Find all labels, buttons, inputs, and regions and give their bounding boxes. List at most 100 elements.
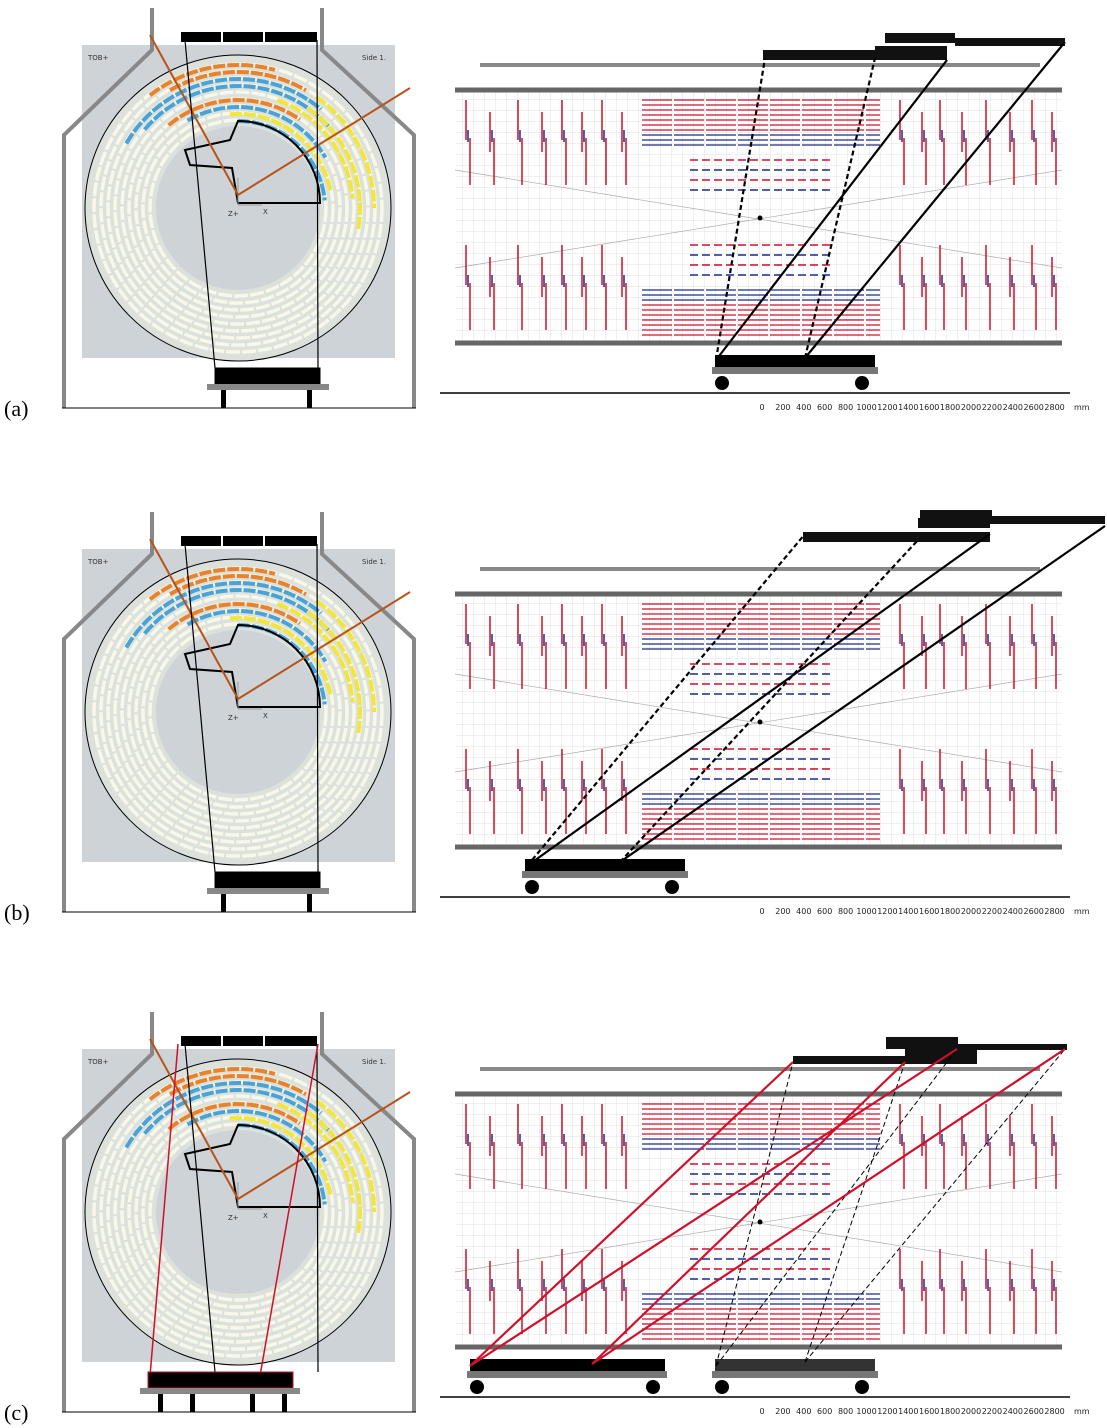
- scintillator: [214, 367, 321, 385]
- endcap-module: [489, 761, 495, 834]
- endcap-module: [601, 245, 607, 330]
- acceptance-line: [184, 39, 216, 369]
- trigger-line: [619, 539, 919, 863]
- module-ring: [141, 615, 335, 809]
- table-leg: [190, 1394, 195, 1412]
- endcap-module: [1009, 1261, 1015, 1334]
- scale-tick: 1000: [856, 907, 876, 916]
- panel-label: (a): [4, 396, 28, 421]
- endcap-module: [621, 616, 627, 689]
- scale-tick: 2400: [1003, 907, 1023, 916]
- endcap-module: [921, 257, 927, 330]
- endcap-module: [581, 112, 587, 185]
- wheel: [646, 1380, 660, 1394]
- endcap-module: [985, 245, 991, 330]
- module-arc: [169, 574, 307, 596]
- endcap-module: [489, 257, 495, 330]
- module-arc: [124, 581, 323, 649]
- table: [207, 888, 329, 894]
- endcap-module: [465, 100, 471, 185]
- scale-unit: mm: [1074, 1407, 1090, 1416]
- scale-tick: 1400: [898, 907, 918, 916]
- scintillator: [181, 536, 221, 546]
- endcap-module: [1009, 1116, 1015, 1189]
- endcap-module: [1031, 245, 1037, 330]
- scale-tick: 1800: [940, 907, 960, 916]
- endcap-module: [561, 749, 567, 834]
- trigger-line: [591, 1048, 1066, 1365]
- scale-tick: 0: [759, 1407, 764, 1416]
- housing: [320, 1012, 416, 1412]
- scale-tick: 200: [775, 1407, 790, 1416]
- endcap-module: [541, 1116, 547, 1189]
- endcap-module: [517, 749, 523, 834]
- endcap-module: [541, 257, 547, 330]
- module-ring: [141, 111, 335, 305]
- endcap-module: [1051, 257, 1057, 330]
- scintillator: [525, 859, 685, 871]
- axes: [237, 178, 262, 206]
- beam-line: [149, 538, 239, 700]
- endcap-module: [1009, 616, 1015, 689]
- trigger-line: [804, 1061, 906, 1363]
- side-label: Side 1.: [362, 54, 386, 62]
- endcap-module: [1051, 761, 1057, 834]
- trigger-line: [715, 1061, 794, 1367]
- module-ring: [134, 1108, 342, 1316]
- module-arc: [229, 112, 333, 193]
- scale-tick: 1200: [877, 1407, 897, 1416]
- scale-tick: 0: [759, 907, 764, 916]
- endcap-module: [541, 112, 547, 185]
- scale-tick: 2200: [982, 907, 1002, 916]
- module-arc: [169, 70, 307, 92]
- scale-tick: 2800: [1044, 907, 1064, 916]
- scintillator: [265, 1036, 317, 1046]
- scale-tick: 1600: [919, 1407, 939, 1416]
- module-arc: [314, 1098, 376, 1213]
- tag-label: TOB+: [87, 54, 109, 62]
- cart: [522, 871, 688, 878]
- scale-tick: 2400: [1003, 403, 1023, 412]
- scintillator: [147, 1371, 294, 1389]
- endcap-module: [961, 1261, 967, 1334]
- scale-tick: 200: [775, 403, 790, 412]
- table-leg: [307, 894, 312, 912]
- endcap-module: [985, 604, 991, 689]
- endcap-module: [939, 100, 945, 185]
- endcap-module: [465, 1104, 471, 1189]
- trigger-line: [469, 1061, 794, 1367]
- scale-tick: 600: [817, 403, 832, 412]
- module-arc: [229, 1116, 333, 1197]
- endcap-module: [517, 1249, 523, 1334]
- endcap-module: [939, 1104, 945, 1189]
- endcap-module: [561, 1249, 567, 1334]
- module-arc: [124, 1081, 323, 1149]
- endcap-module: [939, 245, 945, 330]
- scale-tick: 1800: [940, 403, 960, 412]
- endcap-module: [939, 749, 945, 834]
- module-arc: [169, 1074, 307, 1096]
- acceptance-line: [149, 1043, 179, 1377]
- module-ring: [148, 118, 328, 298]
- trigger-line: [526, 533, 991, 867]
- scale-tick: 2800: [1044, 1407, 1064, 1416]
- endcap-module: [621, 1116, 627, 1189]
- tag-label: TOB+: [87, 1058, 109, 1066]
- endcap-module: [961, 761, 967, 834]
- scintillator: [715, 355, 875, 367]
- scintillator: [181, 1036, 221, 1046]
- sector: [183, 1123, 322, 1208]
- endcap-module: [1051, 112, 1057, 185]
- z-label: Z+: [228, 714, 239, 722]
- trigger-line: [803, 57, 877, 359]
- endcap-module: [899, 749, 905, 834]
- module-arc: [314, 94, 376, 209]
- scintillator: [223, 1036, 263, 1046]
- endcap-module: [581, 1116, 587, 1189]
- sector: [183, 623, 322, 708]
- scale-tick: 1400: [898, 403, 918, 412]
- scale-unit: mm: [1074, 403, 1090, 412]
- module-ring: [134, 608, 342, 816]
- endcap-module: [517, 1104, 523, 1189]
- housing: [62, 512, 154, 912]
